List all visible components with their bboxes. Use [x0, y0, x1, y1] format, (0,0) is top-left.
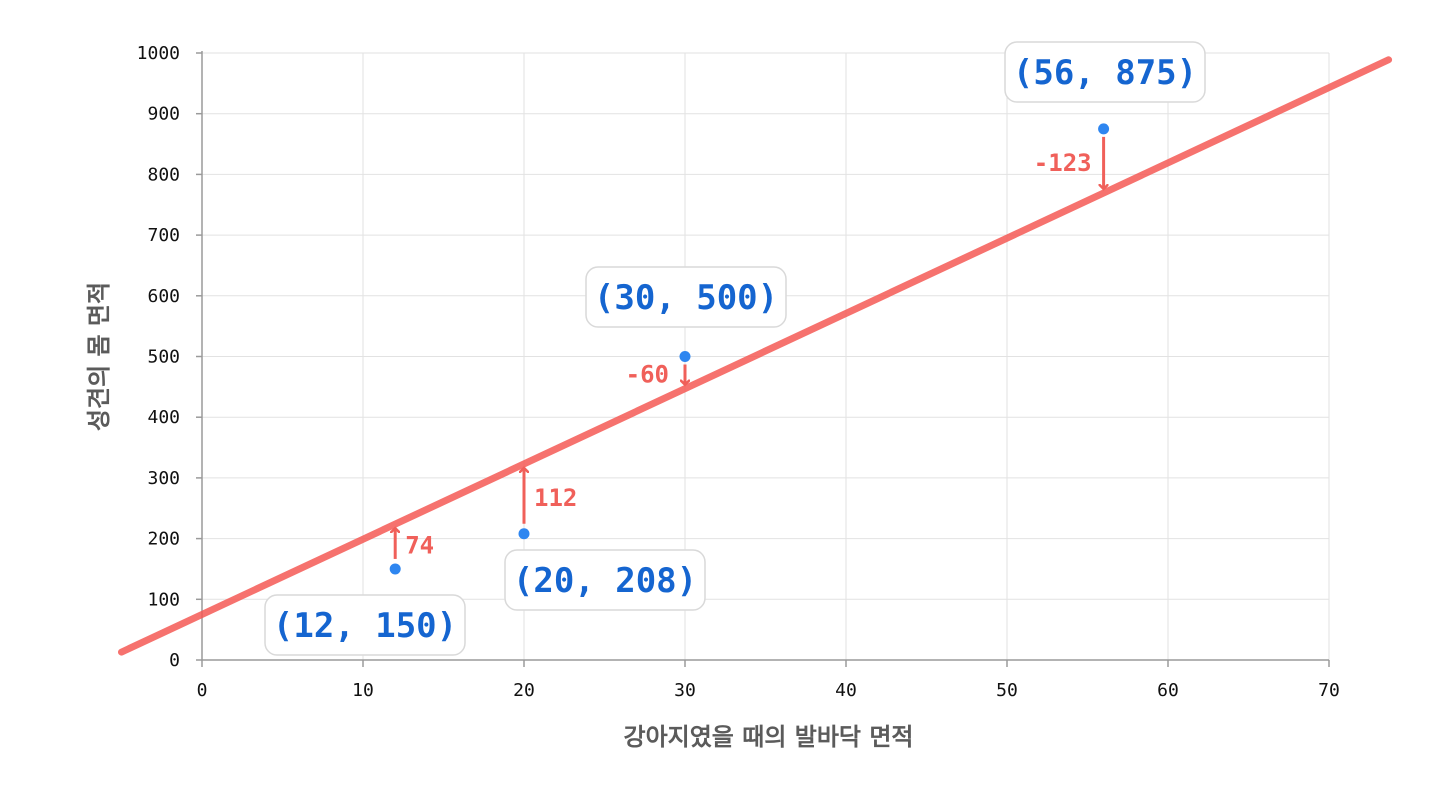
data-point — [518, 528, 530, 540]
tick-labels: 0 100 200 300 400 500 600 700 800 900 1000 0 10 20 30 4… — [137, 43, 1340, 701]
data-point — [679, 351, 691, 362]
point-label: (12, 150) — [273, 606, 457, 646]
data-point — [1098, 123, 1110, 135]
y-tick-label: 1000 — [137, 43, 180, 64]
x-tick-label: 0 — [197, 680, 208, 701]
y-tick-label: 300 — [147, 468, 180, 489]
residuals: 74 112 -60 -123 — [395, 136, 1103, 560]
y-tick-label: 400 — [147, 407, 180, 428]
axes — [196, 51, 1330, 667]
regression-line-group — [118, 56, 1393, 656]
residual-label: -60 — [626, 361, 669, 389]
y-tick-label: 900 — [147, 104, 180, 125]
y-tick-label: 0 — [169, 650, 180, 671]
x-tick-label: 60 — [1157, 680, 1179, 701]
regression-line — [118, 56, 1393, 656]
callout-box — [1004, 41, 1206, 103]
x-axis-title: 강아지였을 때의 발바닥 면적 — [623, 723, 913, 751]
y-tick-label: 800 — [147, 164, 180, 185]
point-label: (30, 500) — [594, 278, 778, 318]
y-axis-title: 성견의 몸 면적 — [85, 282, 113, 431]
y-tick-label: 200 — [147, 529, 180, 550]
data-points — [389, 123, 1110, 575]
point-label: (56, 875) — [1013, 53, 1197, 93]
residual-label: 112 — [534, 484, 577, 512]
y-tick-label: 500 — [147, 347, 180, 368]
callout-box — [504, 549, 706, 611]
x-tick-label: 30 — [674, 680, 696, 701]
y-tick-label: 600 — [147, 286, 180, 307]
residual-label: -123 — [1034, 149, 1092, 177]
residual-label: 74 — [405, 532, 434, 560]
point-label: (20, 208) — [513, 561, 697, 601]
x-tick-label: 50 — [996, 680, 1018, 701]
y-tick-label: 100 — [147, 589, 180, 610]
x-tick-label: 70 — [1318, 680, 1340, 701]
callout-box — [264, 594, 466, 656]
callout-box — [585, 266, 787, 328]
grid — [202, 52, 1330, 660]
x-tick-label: 10 — [352, 680, 374, 701]
y-tick-label: 700 — [147, 225, 180, 246]
data-point — [389, 563, 401, 575]
point-callouts: (12, 150) (20, 208) (30, 500) (56, 875) — [264, 41, 1206, 656]
x-tick-label: 20 — [513, 680, 535, 701]
x-tick-label: 40 — [835, 680, 857, 701]
